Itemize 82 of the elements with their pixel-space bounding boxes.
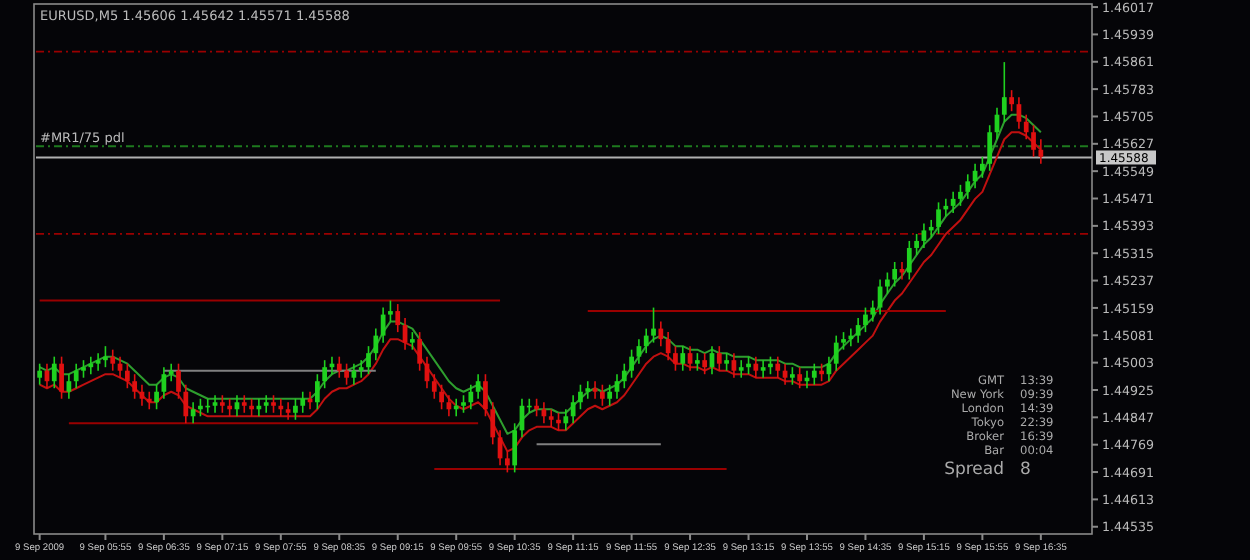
candlestick xyxy=(863,306,868,333)
candlestick xyxy=(936,201,941,235)
candlestick xyxy=(300,390,306,414)
candlestick xyxy=(870,299,876,323)
candlestick xyxy=(965,173,971,200)
candlestick xyxy=(1031,124,1036,158)
candlestick xyxy=(702,352,708,375)
candlestick xyxy=(95,352,101,372)
candlestick xyxy=(987,124,993,172)
candlestick xyxy=(592,380,598,400)
candlestick xyxy=(336,355,342,379)
candlestick xyxy=(183,383,189,425)
candlestick xyxy=(504,450,510,474)
candlestick xyxy=(212,394,218,414)
candlestick xyxy=(855,317,861,344)
candlestick xyxy=(132,373,138,400)
candlestick xyxy=(797,366,803,390)
candlestick xyxy=(673,345,678,372)
candlestick xyxy=(124,362,130,390)
annotation: 8 xyxy=(1020,460,1031,480)
candlestick xyxy=(548,408,554,428)
candlestick xyxy=(490,401,496,446)
candlestick xyxy=(899,261,905,281)
candlestick xyxy=(914,233,919,256)
candlestick xyxy=(585,380,591,400)
candlestick xyxy=(154,383,159,411)
candlestick xyxy=(395,303,401,333)
candlestick xyxy=(263,394,269,414)
candlestick xyxy=(314,373,320,411)
candlestick xyxy=(475,373,481,400)
candlestick xyxy=(483,373,488,418)
candlestick xyxy=(680,345,686,372)
candlestick xyxy=(665,331,671,361)
candlestick xyxy=(811,362,817,386)
candlestick xyxy=(241,394,247,414)
candlestick xyxy=(950,191,956,214)
candlestick xyxy=(285,401,291,421)
candlestick xyxy=(322,359,328,390)
candlestick xyxy=(176,362,181,400)
candlestick xyxy=(110,348,116,372)
candlestick xyxy=(358,359,364,379)
candlestick xyxy=(417,331,423,372)
candlestick xyxy=(599,383,605,407)
candlestick xyxy=(906,240,912,281)
candlestick xyxy=(344,362,349,386)
candlestick xyxy=(958,184,963,207)
candlestick xyxy=(570,394,576,425)
candlestick xyxy=(51,355,57,390)
candlestick xyxy=(716,345,722,372)
candlestick xyxy=(373,327,379,361)
candlestick xyxy=(366,345,371,375)
candlestick xyxy=(37,362,43,386)
candlestick xyxy=(431,373,437,400)
candlestick xyxy=(760,359,766,379)
candlestick xyxy=(621,362,627,390)
candlestick xyxy=(651,306,656,344)
candlestick xyxy=(629,348,634,379)
candlestick xyxy=(980,155,985,179)
candlestick xyxy=(468,383,474,411)
candlestick xyxy=(293,397,298,421)
candlestick xyxy=(73,362,79,390)
annotation: Spread xyxy=(944,460,1004,480)
candlestick xyxy=(388,299,393,323)
candlestick xyxy=(563,408,569,432)
candlestick xyxy=(885,271,890,295)
candlestick xyxy=(738,359,744,379)
candlestick xyxy=(892,261,898,288)
candlestick xyxy=(59,355,64,400)
candlestick xyxy=(439,383,444,411)
candlestick xyxy=(833,334,839,372)
candlestick xyxy=(607,383,613,407)
candlestick xyxy=(1038,138,1044,165)
candlestick xyxy=(1023,113,1029,141)
candlestick xyxy=(658,320,664,347)
candlestick xyxy=(775,355,781,379)
candlestick xyxy=(1001,61,1007,123)
candlestick xyxy=(1009,89,1014,112)
candlestick xyxy=(512,422,518,474)
candlestick xyxy=(380,306,386,344)
candlestick xyxy=(578,383,583,411)
candlestick xyxy=(643,327,649,354)
candlestick xyxy=(753,355,759,379)
